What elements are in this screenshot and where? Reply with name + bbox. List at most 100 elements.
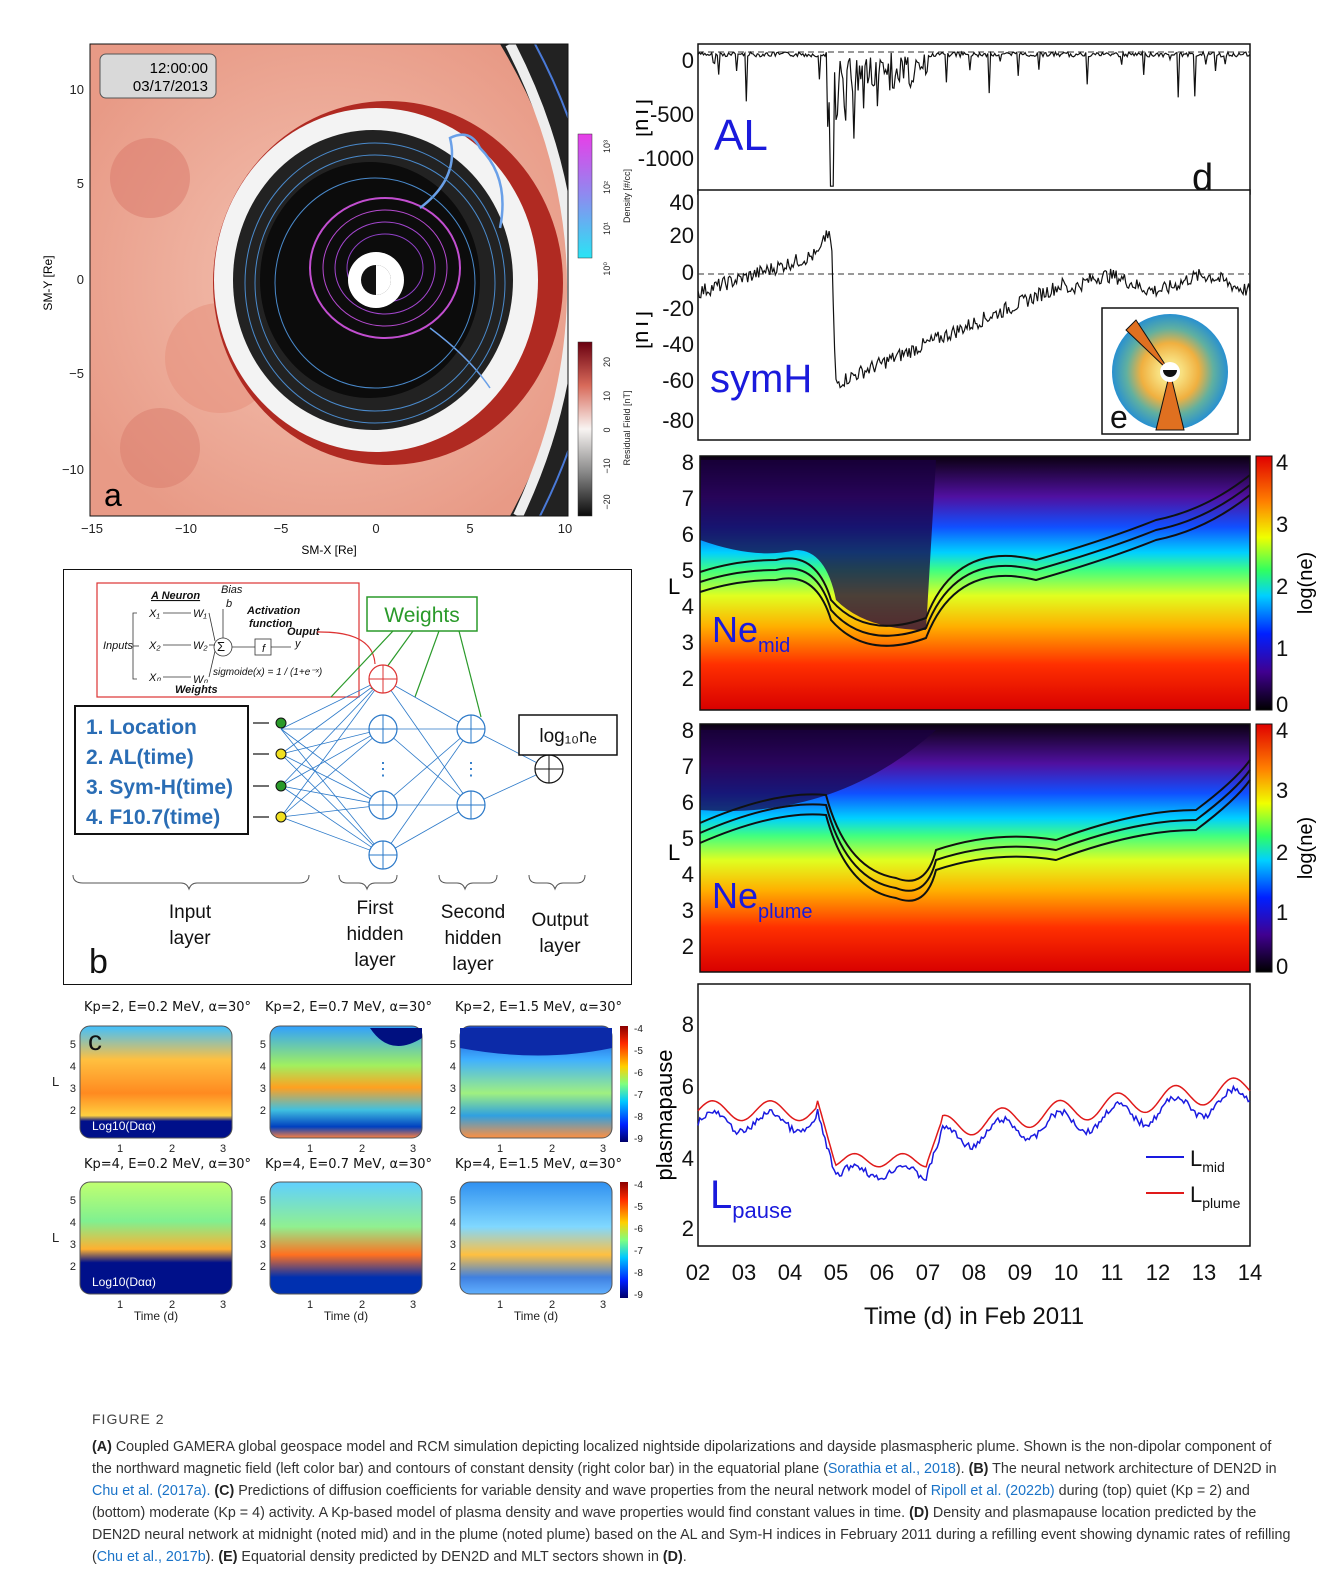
c-xtick: 3: [600, 1299, 606, 1311]
c-xlabel: Time (d): [134, 1309, 178, 1323]
c-ytick: 4: [260, 1061, 266, 1073]
panel-d-letter: d: [1192, 157, 1213, 199]
panel-b-frame: [63, 569, 632, 985]
f-label: f: [262, 643, 266, 655]
l-tick: 2: [682, 666, 694, 691]
x1-label: X₁: [148, 608, 160, 620]
panel-c-colorbar: [620, 1182, 628, 1298]
l-tick: 3: [682, 898, 694, 923]
symh-series: [697, 230, 1251, 389]
residual-cb-label: Residual Field [nT]: [622, 390, 632, 465]
panel-c-title: Kp=2, E=1.5 MeV, α=30°: [455, 1000, 622, 1015]
caption-ref-link[interactable]: Chu et al., 2017b: [96, 1549, 206, 1565]
residual-cb-tick: 20: [602, 357, 612, 367]
c-ytick: 5: [70, 1039, 76, 1051]
panel-a-xtick: −5: [274, 521, 289, 536]
panel-a-ytick: 10: [70, 82, 84, 97]
d-xlabel: Time (d) in Feb 2011: [864, 1303, 1084, 1330]
c-ytick: 2: [260, 1105, 266, 1117]
caption-a-tag: (A): [92, 1439, 112, 1455]
ne-cb-tick: 1: [1276, 636, 1288, 661]
w1-label: W₁: [193, 608, 207, 620]
pp-tick: 6: [682, 1074, 694, 1099]
caption-ref-link[interactable]: Chu et al. (2017a).: [92, 1483, 211, 1499]
symh-tick: 40: [670, 190, 694, 215]
c-xtick: 3: [410, 1143, 416, 1155]
heatmap-kp4-e15: [459, 1181, 613, 1295]
ne-plume-cb-label: log(ne): [1295, 817, 1317, 879]
l-tick: 5: [682, 826, 694, 851]
ne-plume-colorbar: [1255, 723, 1273, 973]
c-xlabel: Time (d): [514, 1309, 558, 1323]
al-tick: -1000: [638, 146, 694, 171]
input-node: [275, 811, 287, 823]
symh-tick: 0: [682, 260, 694, 285]
l-tick: 6: [682, 522, 694, 547]
panel-a-xtick: 0: [372, 521, 379, 536]
heatmap-kp4-e02: [79, 1181, 233, 1295]
c-xtick: 1: [117, 1299, 123, 1311]
sigmoid-formula: sigmoide(x) = 1 / (1+e⁻ˣ): [213, 667, 322, 678]
c-xtick: 1: [307, 1143, 313, 1155]
al-label: AL: [714, 111, 768, 160]
d-xtick: 11: [1101, 1260, 1124, 1285]
c-ytick: 3: [450, 1239, 456, 1251]
d-xtick: 10: [1054, 1260, 1078, 1285]
caption-c-tag: (C): [214, 1483, 235, 1499]
bias-label: Bias: [221, 584, 243, 596]
c-xlabel: Time (d): [324, 1309, 368, 1323]
d-xtick: 06: [870, 1260, 894, 1285]
c-xtick: 2: [359, 1299, 365, 1311]
ne-cb-tick: 2: [1276, 574, 1288, 599]
caption-text: ).: [955, 1461, 969, 1477]
residual-cb-tick: −20: [602, 494, 612, 509]
heatmap-kp2-e07: [269, 1025, 423, 1139]
caption-text: The neural network architecture of DEN2D…: [988, 1461, 1277, 1477]
pp-tick: 2: [682, 1216, 694, 1241]
panel-e-letter: e: [1110, 399, 1128, 435]
panel-a-xtick: 5: [466, 521, 473, 536]
density-cb-tick: 10¹: [602, 222, 612, 235]
layer-label-second: Second hidden layer: [440, 902, 506, 975]
c-ytick: 2: [70, 1261, 76, 1273]
w2-label: W₂: [193, 640, 208, 652]
pp-tick: 4: [682, 1146, 694, 1171]
inputs-label: Inputs: [103, 640, 133, 652]
neuron-inset: [96, 582, 360, 698]
ouput-label: Ouput: [287, 626, 321, 638]
d-xtick: 12: [1146, 1260, 1170, 1285]
d-xtick: 04: [778, 1260, 802, 1285]
pp-ylabel: plasmapause: [652, 1050, 677, 1181]
d-xtick: 09: [1008, 1260, 1032, 1285]
panel-a-xlabel: SM-X [Re]: [301, 543, 356, 557]
symh-tick: -40: [662, 332, 694, 357]
input-item: 4. F10.7(time): [86, 806, 221, 829]
c-xtick: 2: [549, 1143, 555, 1155]
y-label: y: [294, 638, 302, 650]
input-node: [275, 780, 287, 792]
c-ytick: 3: [70, 1083, 76, 1095]
caption-text: Equatorial density predicted by DEN2D an…: [237, 1549, 663, 1565]
panel-b-letter: b: [89, 943, 108, 981]
ne-cb-tick: 4: [1276, 450, 1288, 475]
weights-small-label: Weights: [175, 684, 218, 696]
ne-cb-tick: 0: [1276, 692, 1288, 717]
d-xtick: 02: [686, 1260, 710, 1285]
lpause-label: Lpause: [710, 1173, 792, 1223]
caption-ref-link[interactable]: Sorathia et al., 2018: [827, 1461, 956, 1477]
ne-mid-ylabel: L: [668, 574, 680, 599]
cb-tick: -6: [634, 1068, 643, 1079]
panel-a-ylabel: SM-Y [Re]: [41, 255, 55, 310]
weights-label: Weights: [384, 604, 459, 627]
density-colorbar: [577, 133, 593, 259]
cb-tick: -4: [634, 1024, 643, 1035]
panel-c-title: Kp=4, E=0.7 MeV, α=30°: [265, 1157, 432, 1172]
c-ytick: 5: [450, 1195, 456, 1207]
panel-c-title: Kp=2, E=0.7 MeV, α=30°: [265, 1000, 432, 1015]
caption-text: during (top) quiet (Kp = 2) and (bottom)…: [92, 1483, 1250, 1521]
c-xtick: 2: [549, 1299, 555, 1311]
panel-c-colorbar: [620, 1026, 628, 1142]
caption-ref-link[interactable]: Ripoll et al. (2022b): [930, 1483, 1055, 1499]
d-xtick: 07: [916, 1260, 940, 1285]
caption-text: Coupled GAMERA global geospace model and…: [92, 1439, 1272, 1477]
